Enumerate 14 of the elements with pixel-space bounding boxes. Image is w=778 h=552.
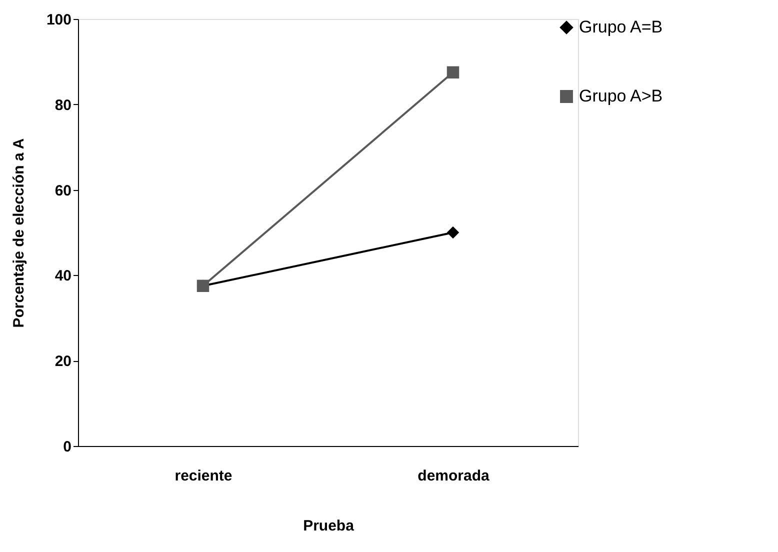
point [446,226,460,239]
point [446,66,460,78]
x-axis-title: Prueba [303,518,355,534]
y-tick-label: 0 [63,438,72,456]
x-tick-label: demorada [418,468,490,484]
y-tick-label: 40 [54,268,72,285]
legend-label: Grupo A=B [579,18,663,36]
y-tick-label: 80 [54,96,72,114]
legend-label: Grupo A>B [579,86,663,106]
y-tick-label: 100 [46,12,72,28]
y-tick-label: 20 [54,353,72,370]
y-axis-title: Porcentaje de elección a A [10,138,28,328]
x-tick-label: reciente [174,468,232,484]
y-tick-label: 60 [54,182,72,200]
